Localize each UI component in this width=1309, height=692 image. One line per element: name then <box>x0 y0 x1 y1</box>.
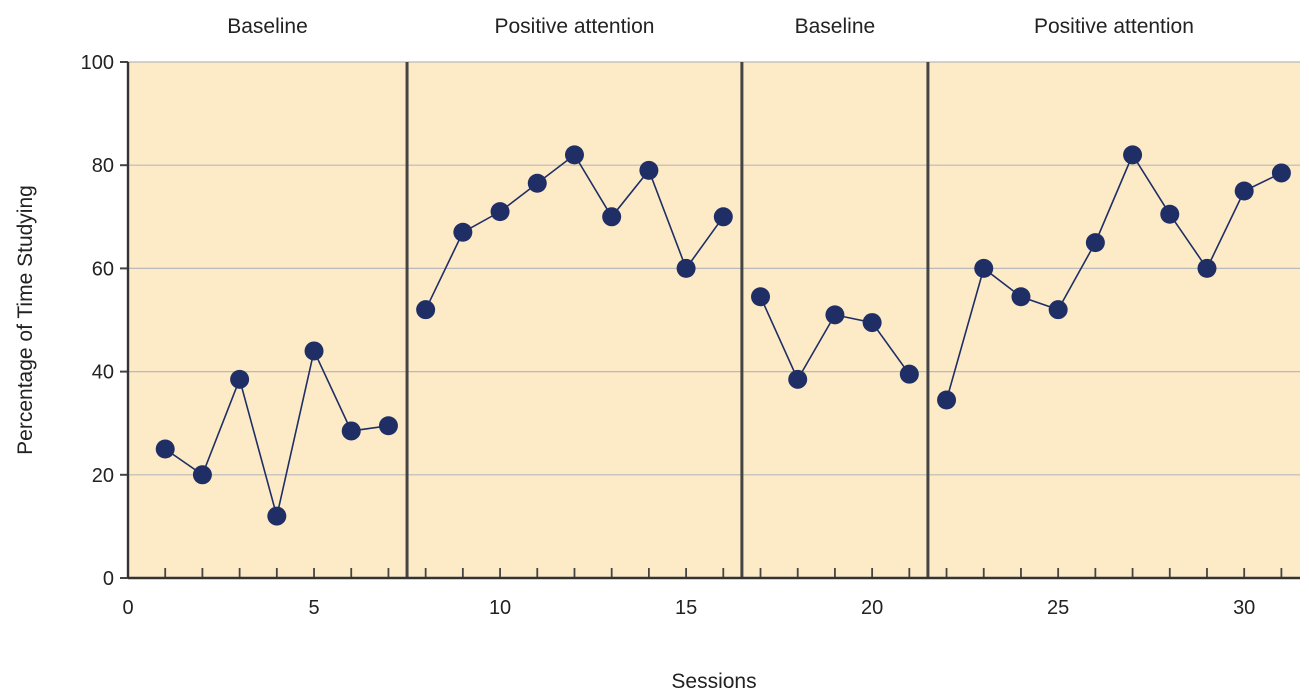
y-tick-label: 100 <box>81 52 114 74</box>
data-point <box>378 416 398 436</box>
x-tick-label: 30 <box>1233 597 1255 619</box>
data-point <box>974 258 994 278</box>
data-point <box>267 506 287 526</box>
data-point <box>1234 181 1254 201</box>
data-point <box>155 439 175 459</box>
phase-dividers <box>405 62 930 578</box>
data-point <box>1048 300 1068 320</box>
data-point <box>1123 145 1143 165</box>
data-point <box>1160 204 1180 224</box>
x-tick-label: 25 <box>1047 597 1069 619</box>
x-tick-label: 0 <box>122 597 133 619</box>
data-point <box>862 313 882 333</box>
axes: 0 20 40 60 80 100 0 5 10 15 20 25 30 <box>81 52 1300 619</box>
x-axis-title: Sessions <box>671 670 756 692</box>
data-point <box>416 300 436 320</box>
data-point <box>1197 258 1217 278</box>
data-point <box>304 341 324 361</box>
y-tick-label: 80 <box>92 155 114 177</box>
data-point <box>751 287 771 307</box>
data-point <box>1085 233 1105 253</box>
data-point <box>788 369 808 389</box>
data-point <box>639 160 659 180</box>
phase-label: Baseline <box>227 15 308 38</box>
phase-label: Positive attention <box>1034 15 1194 38</box>
plot-background <box>128 62 1300 578</box>
data-point <box>192 465 212 485</box>
data-point <box>564 145 584 165</box>
y-axis-title: Percentage of Time Studying <box>14 185 37 455</box>
data-point <box>1011 287 1031 307</box>
phase-label: Baseline <box>795 15 876 38</box>
data-point <box>937 390 957 410</box>
data-point <box>527 173 547 193</box>
data-point <box>490 202 510 222</box>
x-tick-label: 5 <box>308 597 319 619</box>
phase-labels: Baseline Positive attention Baseline Positi… <box>227 15 1194 38</box>
data-point <box>713 207 733 227</box>
x-tick-label: 10 <box>489 597 511 619</box>
data-point <box>1271 163 1291 183</box>
y-tick-label: 40 <box>92 362 114 384</box>
series-line-4 <box>945 153 1282 401</box>
x-tick-label: 15 <box>675 597 697 619</box>
y-tick-label: 20 <box>92 465 114 487</box>
data-series <box>155 145 1291 526</box>
data-point <box>899 364 919 384</box>
data-point <box>602 207 622 227</box>
y-tick-label: 60 <box>92 258 114 280</box>
phase-label: Positive attention <box>495 15 655 38</box>
data-point <box>230 369 250 389</box>
data-point <box>453 222 473 242</box>
y-tick-label: 0 <box>103 568 114 590</box>
data-point <box>341 421 361 441</box>
x-tick-label: 20 <box>861 597 883 619</box>
data-point <box>676 258 696 278</box>
data-point <box>825 305 845 325</box>
